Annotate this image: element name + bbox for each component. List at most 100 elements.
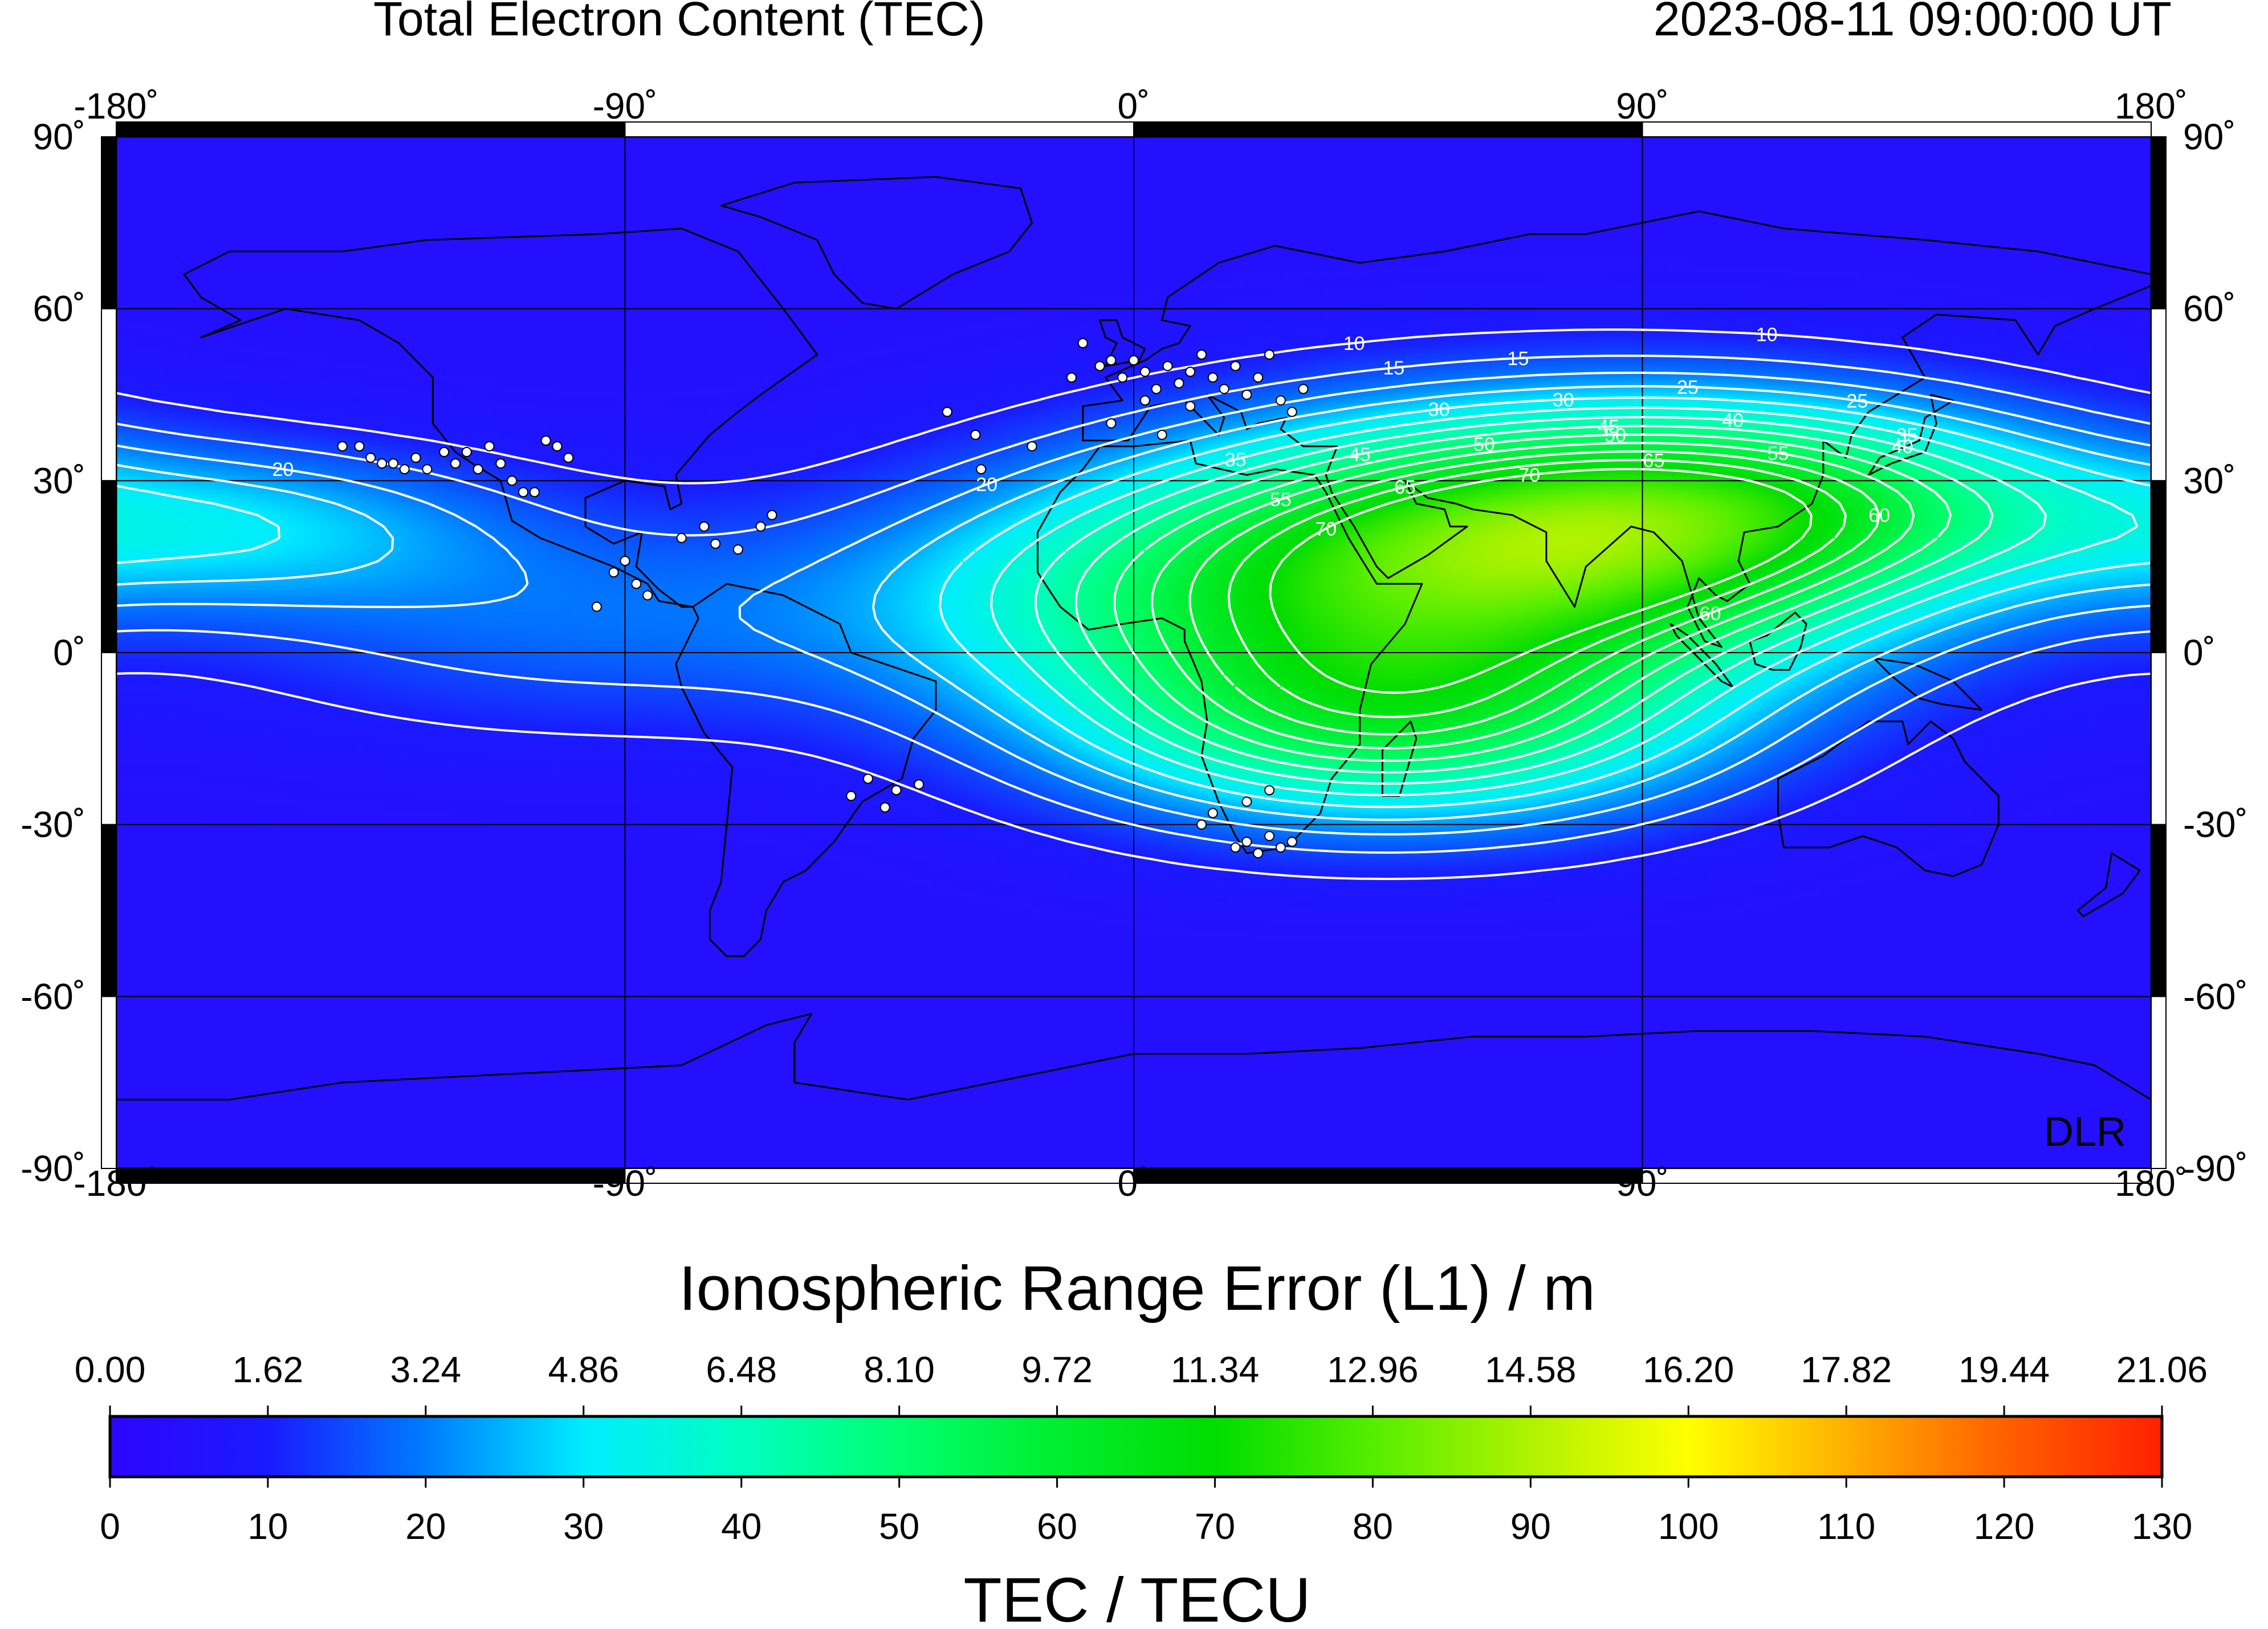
gnss-station	[473, 464, 483, 475]
gnss-station	[388, 458, 398, 469]
gnss-station	[1129, 355, 1139, 366]
gnss-station	[552, 441, 563, 451]
range-tick-label: 6.48	[706, 1349, 777, 1390]
latitude-tick-label: 0˚	[2183, 632, 2216, 673]
tec-tick-label: 30	[563, 1506, 604, 1547]
gnss-station	[1298, 384, 1309, 394]
contour-label-20: 20	[976, 474, 997, 496]
colorbar: Ionospheric Range Error (L1) / m 0.00 1.6…	[75, 1253, 2208, 1629]
contour-45	[1074, 425, 1994, 773]
gnss-station	[1196, 349, 1207, 360]
longitude-labels-top: -180˚ -90˚ 0˚ 90˚ 180˚	[74, 85, 2188, 127]
contour-35	[990, 406, 2139, 796]
latitude-tick-label: -60˚	[2183, 976, 2248, 1017]
contour-label-35: 35	[1225, 449, 1247, 471]
map-title: Total Electron Content (TEC)	[373, 0, 986, 46]
longitude-tick-label: 0˚	[1118, 1163, 1150, 1204]
coastline-eurasia	[1082, 210, 2151, 648]
gnss-station	[846, 791, 857, 801]
contour-10	[116, 328, 2151, 880]
tec-title: TEC / TECU	[963, 1565, 1310, 1629]
gnss-station	[642, 590, 653, 601]
latitude-tick-label: -30˚	[21, 804, 85, 845]
longitude-tick-label: 0˚	[1118, 85, 1150, 127]
colorbar-gradient	[108, 1415, 2164, 1479]
gnss-station	[1286, 836, 1297, 847]
frame-tick-bottom	[1642, 1168, 2152, 1184]
tec-tick-label: 100	[1658, 1506, 1719, 1547]
gnss-station	[620, 556, 630, 567]
gnss-station	[914, 779, 925, 790]
map-timestamp: 2023-08-11 09:00:00 UT	[1654, 0, 2172, 46]
range-tick-label: 11.34	[1171, 1349, 1259, 1390]
frame-tick-right	[2151, 652, 2167, 825]
latitude-labels-left: 90˚ 60˚ 30˚ 0˚ -30˚ -60˚ -90˚	[21, 116, 85, 1189]
latitude-tick-label: 30˚	[33, 460, 86, 501]
longitude-tick-label: -180˚	[74, 1163, 158, 1204]
frame-tick-top	[624, 121, 1134, 137]
gnss-station	[1264, 785, 1275, 796]
gnss-station	[862, 773, 873, 784]
range-tick-label: 14.58	[1485, 1349, 1576, 1390]
frame-tick-top	[1133, 121, 1643, 137]
tec-tick-label: 130	[2132, 1506, 2193, 1547]
contour-40	[1034, 416, 2047, 785]
coastline-layer	[116, 176, 2151, 1101]
gnss-station	[1207, 372, 1218, 383]
gnss-station	[377, 458, 388, 469]
gnss-station	[439, 447, 450, 458]
gnss-station	[710, 538, 721, 549]
gnss-station	[450, 458, 461, 469]
gnss-station	[1094, 361, 1105, 372]
frame-tick-bottom	[116, 1168, 626, 1184]
gnss-station	[1264, 349, 1275, 360]
frame-tick-top	[116, 121, 626, 137]
contour-label-10: 10	[1343, 333, 1365, 355]
gnss-station	[1185, 401, 1196, 412]
coastline-north-america	[183, 227, 819, 608]
tec-tick-label: 10	[247, 1506, 288, 1547]
gnss-station	[970, 429, 981, 440]
tec-tick-label: 40	[721, 1506, 762, 1547]
range-tick-label: 16.20	[1643, 1349, 1734, 1390]
gnss-station	[337, 441, 348, 451]
frame-tick-left	[101, 824, 117, 997]
gnss-station	[676, 532, 687, 543]
frame-tick-top	[1642, 121, 2152, 137]
frame-tick-right	[2151, 996, 2167, 1170]
frame-tick-right	[2151, 480, 2167, 653]
gnss-station	[1275, 395, 1286, 406]
range-tick-label: 3.24	[390, 1349, 462, 1390]
gnss-station	[518, 487, 528, 498]
tec-tick-label: 20	[405, 1506, 446, 1547]
coastline-borneo	[1749, 612, 1807, 671]
latitude-labels-right: 90˚ 60˚ 30˚ 0˚ -30˚ -60˚ -90˚	[2183, 116, 2248, 1189]
contour-label-65: 65	[1394, 477, 1416, 498]
latitude-tick-label: 60˚	[2183, 288, 2236, 329]
frame-tick-left	[101, 996, 117, 1170]
tec-tick-label: 120	[1974, 1506, 2035, 1547]
gnss-station	[1162, 361, 1173, 372]
contour-20	[116, 372, 2151, 836]
gnss-station	[1253, 372, 1264, 383]
contour-label-20: 20	[272, 459, 294, 480]
frame-tick-bottom	[624, 1168, 1134, 1184]
gnss-station	[1106, 418, 1117, 429]
contour-label-30: 30	[1553, 389, 1574, 411]
latitude-tick-label: -90˚	[21, 1148, 85, 1189]
contour-65	[1227, 459, 1847, 718]
gnss-station	[1196, 819, 1207, 830]
gnss-station	[422, 464, 433, 475]
gnss-station	[755, 521, 766, 532]
contour-label-40: 40	[1892, 436, 1913, 458]
frame-tick-bottom	[1133, 1168, 1643, 1184]
range-tick-label: 9.72	[1021, 1349, 1093, 1390]
frame-tick-right	[2151, 136, 2167, 309]
longitude-tick-label: -90˚	[593, 1163, 658, 1204]
gnss-station	[1241, 836, 1252, 847]
frame-tick-left	[101, 652, 117, 825]
frame-tick-left	[101, 308, 117, 482]
longitude-tick-label: 90˚	[1616, 85, 1669, 127]
contour-label-10: 10	[1756, 324, 1778, 345]
gnss-station	[495, 458, 506, 469]
